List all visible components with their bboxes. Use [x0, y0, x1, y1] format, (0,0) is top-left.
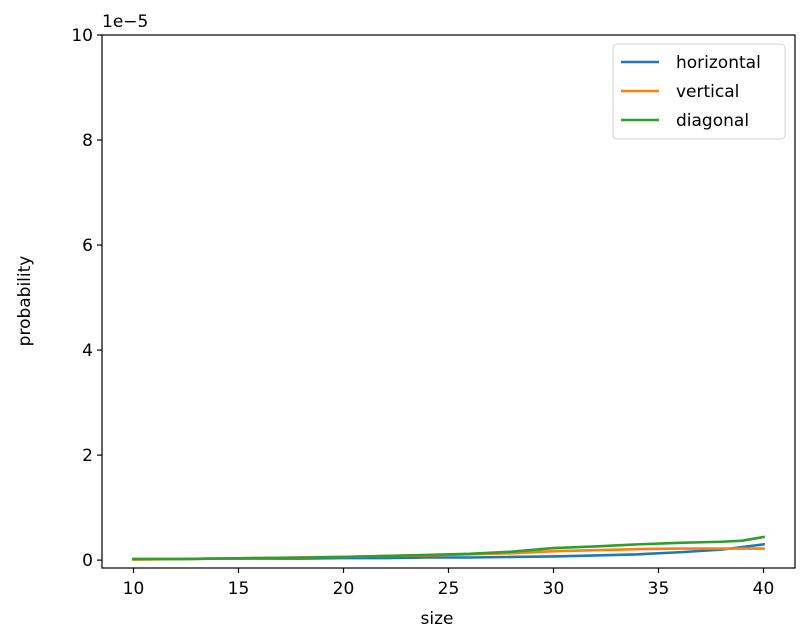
x-tick-label: 20 [333, 579, 355, 599]
x-tick-label: 25 [438, 579, 460, 599]
series-line-diagonal [132, 535, 766, 561]
x-tick-label: 35 [648, 579, 670, 599]
y-tick-label: 4 [82, 341, 93, 361]
x-axis-ticks: 10 15 20 25 30 35 40 [123, 568, 775, 599]
y-axis-label: probability [15, 256, 35, 347]
legend-label-horizontal: horizontal [676, 53, 761, 73]
legend-items: horizontal vertical diagonal [621, 53, 761, 131]
x-axis-label: size [421, 609, 454, 629]
legend-label-diagonal: diagonal [676, 111, 749, 131]
legend: horizontal vertical diagonal [612, 43, 786, 140]
y-tick-label: 2 [82, 446, 93, 466]
x-tick-label: 10 [123, 579, 145, 599]
legend-label-vertical: vertical [676, 82, 739, 102]
series-layer [132, 535, 766, 561]
x-tick-label: 30 [543, 579, 565, 599]
y-tick-label: 6 [82, 236, 93, 256]
y-tick-label: 0 [82, 551, 93, 571]
y-axis-ticks: 0 2 4 6 8 10 [71, 26, 102, 571]
y-tick-label: 10 [71, 26, 93, 46]
y-tick-label: 8 [82, 131, 93, 151]
x-tick-label: 40 [753, 579, 775, 599]
legend-box [612, 43, 786, 140]
y-axis-scale-label: 1e−5 [102, 12, 148, 32]
x-tick-label: 15 [228, 579, 250, 599]
